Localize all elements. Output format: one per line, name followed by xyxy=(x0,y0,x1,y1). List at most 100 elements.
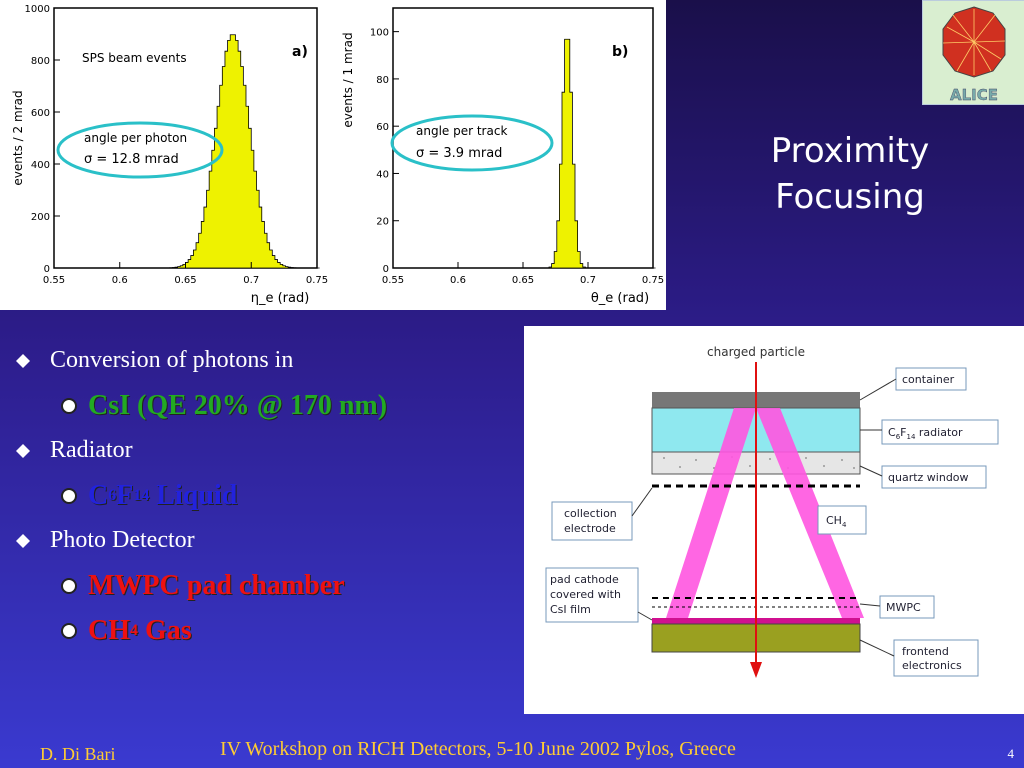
histogram-panel: a) SPS beam events angle per photon σ = … xyxy=(0,0,666,310)
particle-arrow-icon xyxy=(750,662,762,678)
histogram-b-panel-label: b) xyxy=(612,44,628,60)
y-tick-label: 20 xyxy=(376,217,389,228)
y-tick-label: 60 xyxy=(376,122,389,133)
circle-bullet-icon xyxy=(61,622,77,639)
formula-sub-4: 4 xyxy=(130,621,138,639)
quartz-label-box xyxy=(881,465,987,489)
page-number: 4 xyxy=(1007,746,1015,761)
pad-label-box xyxy=(545,567,639,623)
y-tick-label: 80 xyxy=(376,75,389,86)
left-labels: collection electrode pad cathode covered… xyxy=(545,487,653,623)
x-tick-label: 0.7 xyxy=(580,275,596,286)
sub-bullet-ch4: CH 4 Gas xyxy=(12,608,512,653)
circle-bullet-icon xyxy=(61,487,77,504)
circle-bullet-icon xyxy=(61,397,77,414)
collection-label-1: collection xyxy=(564,507,617,520)
logo-text: ALICE xyxy=(950,86,998,104)
detector-diagram-svg: charged particle container C6F14 radia xyxy=(545,345,999,678)
alice-logo-graphic: ALICE xyxy=(942,6,1006,104)
histogram-a-highlight-ellipse xyxy=(56,121,224,179)
sub-bullet-text: MWPC pad chamber xyxy=(88,569,345,601)
x-tick-label: 0.65 xyxy=(512,275,534,286)
formula-sub-14: 14 xyxy=(133,486,150,504)
y-tick-label: 100 xyxy=(370,28,389,39)
sub-bullet-text: CsI (QE 20% @ 170 nm) xyxy=(88,389,388,421)
histogram-b-annotation-line2: σ = 3.9 mrad xyxy=(416,146,502,161)
radiator-label-box xyxy=(881,419,999,445)
bullet-photo-detector: Photo Detector xyxy=(12,518,512,563)
formula-tail: Gas xyxy=(138,614,192,646)
cherenkov-cone-right xyxy=(756,408,864,618)
frontend-label-1: frontend xyxy=(902,645,949,658)
sub-bullet-csi: CsI (QE 20% @ 170 nm) xyxy=(12,383,512,428)
pad-leader xyxy=(637,611,653,621)
y-tick-label: 800 xyxy=(31,56,50,67)
cherenkov-cone-left xyxy=(666,408,756,618)
x-tick-label: 0.6 xyxy=(112,275,128,286)
histogram-bars xyxy=(54,34,320,269)
histogram-b-annotation-line1: angle per track xyxy=(416,124,507,138)
formula-tail: Liquid xyxy=(149,479,238,511)
pad-label-1: pad cathode xyxy=(550,573,619,586)
sub-bullet-c6f14: C 6 F 14 Liquid xyxy=(12,473,512,518)
y-tick-label: 0 xyxy=(44,264,50,275)
radiator-label: C6F14 radiator xyxy=(888,426,963,441)
formula-c: C xyxy=(88,479,109,511)
container-label: container xyxy=(902,373,955,386)
bullet-text: Radiator xyxy=(50,437,133,463)
mwpc-label: MWPC xyxy=(886,601,921,614)
histogram-b-ylabel: events / 1 mrad xyxy=(341,32,355,127)
x-tick-label: 0.7 xyxy=(243,275,259,286)
bullet-list: Conversion of photons in CsI (QE 20% @ 1… xyxy=(12,338,512,653)
right-labels: container C6F14 radiator quartz window C… xyxy=(817,367,999,677)
circle-bullet-icon xyxy=(61,577,77,594)
bullet-text: Conversion of photons in xyxy=(50,347,294,373)
histogram-svg: a) SPS beam events angle per photon σ = … xyxy=(11,4,664,306)
pad-label-3: CsI film xyxy=(550,603,591,616)
detector-diagram: charged particle container C6F14 radia xyxy=(524,326,1024,714)
histogram-b-highlight-ellipse xyxy=(390,114,554,172)
quartz-leader xyxy=(859,465,883,477)
x-tick-label: 0.6 xyxy=(450,275,466,286)
formula-sub-6: 6 xyxy=(108,486,117,504)
x-tick-label: 0.75 xyxy=(642,275,664,286)
title-line-1: Proximity xyxy=(770,131,930,171)
histogram-a-annotation-line2: σ = 12.8 mrad xyxy=(84,152,179,167)
y-tick-label: 0 xyxy=(383,264,389,275)
frontend-label-box xyxy=(893,639,979,677)
alice-logo: ALICE xyxy=(922,0,1024,105)
diamond-bullet-icon xyxy=(16,443,30,458)
x-tick-label: 0.65 xyxy=(174,275,196,286)
collection-label-box xyxy=(551,501,633,541)
bullet-radiator: Radiator xyxy=(12,428,512,473)
collection-leader xyxy=(631,487,653,517)
x-tick-label: 0.75 xyxy=(306,275,328,286)
histogram-bars xyxy=(393,38,656,269)
diamond-bullet-icon xyxy=(16,353,30,368)
histogram-a-annotation-line1: angle per photon xyxy=(84,131,187,145)
ch4-label: CH4 xyxy=(826,514,847,529)
mwpc-label-box xyxy=(879,595,935,619)
quartz-label: quartz window xyxy=(888,471,969,484)
histogram-a-ylabel: events / 2 mrad xyxy=(11,90,25,185)
y-tick-label: 40 xyxy=(376,169,389,180)
mwpc-leader xyxy=(859,603,881,607)
footer-author: D. Di Bari xyxy=(40,744,116,764)
bullet-conversion: Conversion of photons in xyxy=(12,338,512,383)
slide-title: Proximity Focusing xyxy=(700,128,1000,220)
frontend-label-2: electronics xyxy=(902,659,962,672)
histogram-b: b) angle per track σ = 3.9 mrad events /… xyxy=(341,7,664,306)
x-tick-label: 0.55 xyxy=(382,275,404,286)
container-leader xyxy=(859,378,897,401)
pad-label-2: covered with xyxy=(550,588,621,601)
y-tick-label: 600 xyxy=(31,108,50,119)
histogram-a: a) SPS beam events angle per photon σ = … xyxy=(11,4,328,306)
formula-ch: CH xyxy=(88,614,130,646)
histogram-b-xlabel: θ_e (rad) xyxy=(591,291,649,306)
y-tick-label: 200 xyxy=(31,212,50,223)
y-tick-label: 400 xyxy=(31,160,50,171)
collection-label-2: electrode xyxy=(564,522,616,535)
y-tick-label: 1000 xyxy=(25,4,50,15)
logo-rays xyxy=(942,9,1006,75)
diamond-bullet-icon xyxy=(16,533,30,548)
